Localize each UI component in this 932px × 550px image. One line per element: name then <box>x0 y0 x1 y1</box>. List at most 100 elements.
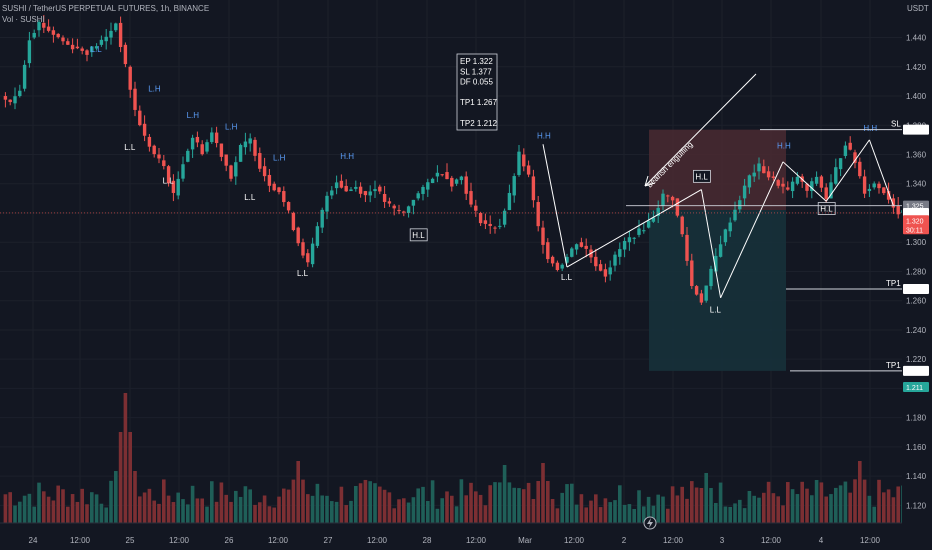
candle-body[interactable] <box>118 22 123 47</box>
candle-body[interactable] <box>13 96 17 104</box>
candle-body[interactable] <box>776 180 780 186</box>
candle-body[interactable] <box>810 181 814 192</box>
candle-body[interactable] <box>397 210 401 212</box>
candle-body[interactable] <box>272 183 276 191</box>
candle-body[interactable] <box>474 205 478 211</box>
candle-body[interactable] <box>200 144 204 155</box>
candle-body[interactable] <box>243 141 248 148</box>
candle-body[interactable] <box>368 191 372 196</box>
candle-body[interactable] <box>454 179 459 184</box>
candle-body[interactable] <box>733 209 737 221</box>
candle-body[interactable] <box>886 191 891 200</box>
candle-body[interactable] <box>363 191 368 196</box>
candle-body[interactable] <box>651 217 656 222</box>
candle-body[interactable] <box>555 262 560 270</box>
candle-body[interactable] <box>594 256 598 267</box>
candle-body[interactable] <box>426 182 430 190</box>
candle-body[interactable] <box>747 175 752 188</box>
candle-body[interactable] <box>613 254 617 266</box>
candle-body[interactable] <box>27 40 32 64</box>
candle-body[interactable] <box>358 186 363 194</box>
candle-body[interactable] <box>291 212 296 231</box>
candle-body[interactable] <box>373 189 377 192</box>
candle-body[interactable] <box>526 165 531 175</box>
candle-body[interactable] <box>219 143 224 157</box>
candle-body[interactable] <box>306 253 310 263</box>
candle-body[interactable] <box>685 234 689 261</box>
candle-body[interactable] <box>598 264 603 271</box>
candle-body[interactable] <box>848 142 852 150</box>
candle-body[interactable] <box>536 202 540 227</box>
candle-body[interactable] <box>531 176 536 201</box>
candle-body[interactable] <box>440 174 444 176</box>
candle-body[interactable] <box>694 286 699 295</box>
candle-body[interactable] <box>570 248 574 257</box>
candle-body[interactable] <box>411 199 416 206</box>
candle-body[interactable] <box>718 244 723 257</box>
candle-body[interactable] <box>546 242 550 260</box>
price-axis[interactable] <box>902 0 932 550</box>
candle-body[interactable] <box>762 166 766 174</box>
candle-body[interactable] <box>742 185 747 199</box>
candle-body[interactable] <box>627 237 632 243</box>
candle-body[interactable] <box>392 205 396 209</box>
trade-info-box[interactable] <box>456 53 498 131</box>
candle-body[interactable] <box>378 186 382 192</box>
candle-body[interactable] <box>618 249 622 257</box>
swing-line[interactable] <box>566 189 702 268</box>
candle-body[interactable] <box>579 242 584 247</box>
candle-body[interactable] <box>282 191 286 203</box>
candle-body[interactable] <box>483 220 488 224</box>
candle-body[interactable] <box>176 178 180 196</box>
candle-body[interactable] <box>699 293 704 303</box>
candle-body[interactable] <box>603 269 608 277</box>
candle-body[interactable] <box>464 176 468 194</box>
swing-line[interactable] <box>542 144 568 268</box>
candle-body[interactable] <box>896 205 900 215</box>
candle-body[interactable] <box>829 182 833 199</box>
candle-body[interactable] <box>838 158 843 170</box>
candle-body[interactable] <box>238 145 243 162</box>
candle-body[interactable] <box>834 167 838 184</box>
candle-body[interactable] <box>517 151 521 175</box>
candle-body[interactable] <box>642 230 646 232</box>
candle-body[interactable] <box>3 96 8 100</box>
candle-body[interactable] <box>94 46 99 49</box>
candle-body[interactable] <box>786 187 790 190</box>
candle-body[interactable] <box>795 176 800 184</box>
candle-body[interactable] <box>488 223 492 227</box>
candle-body[interactable] <box>512 176 516 196</box>
candle-body[interactable] <box>680 216 684 235</box>
swing-line[interactable] <box>825 139 870 202</box>
candle-body[interactable] <box>858 161 862 177</box>
candle-body[interactable] <box>123 44 128 65</box>
candle-body[interactable] <box>339 180 344 188</box>
candle-body[interactable] <box>147 136 152 147</box>
candle-body[interactable] <box>584 245 588 249</box>
candle-body[interactable] <box>843 145 848 156</box>
candle-body[interactable] <box>522 154 526 167</box>
candle-body[interactable] <box>166 166 171 184</box>
candle-body[interactable] <box>670 196 675 201</box>
candle-body[interactable] <box>286 202 291 211</box>
candle-body[interactable] <box>435 172 440 177</box>
candle-body[interactable] <box>560 264 564 269</box>
candle-body[interactable] <box>445 172 449 180</box>
candle-body[interactable] <box>310 243 315 265</box>
symbol-legend[interactable]: SUSHI / TetherUS PERPETUAL FUTURES, 1h, … <box>2 4 210 13</box>
candle-body[interactable] <box>18 90 22 97</box>
candle-body[interactable] <box>296 227 300 244</box>
candle-body[interactable] <box>171 180 176 193</box>
candle-body[interactable] <box>37 22 41 31</box>
candle-body[interactable] <box>814 176 819 184</box>
candle-body[interactable] <box>550 256 555 264</box>
candle-body[interactable] <box>781 183 785 187</box>
candle-body[interactable] <box>666 195 670 197</box>
candle-body[interactable] <box>709 268 713 287</box>
candle-body[interactable] <box>22 64 27 89</box>
candle-body[interactable] <box>315 226 320 246</box>
candle-body[interactable] <box>637 228 641 235</box>
candle-body[interactable] <box>70 44 75 50</box>
candle-body[interactable] <box>853 152 857 163</box>
candle-body[interactable] <box>430 178 435 184</box>
